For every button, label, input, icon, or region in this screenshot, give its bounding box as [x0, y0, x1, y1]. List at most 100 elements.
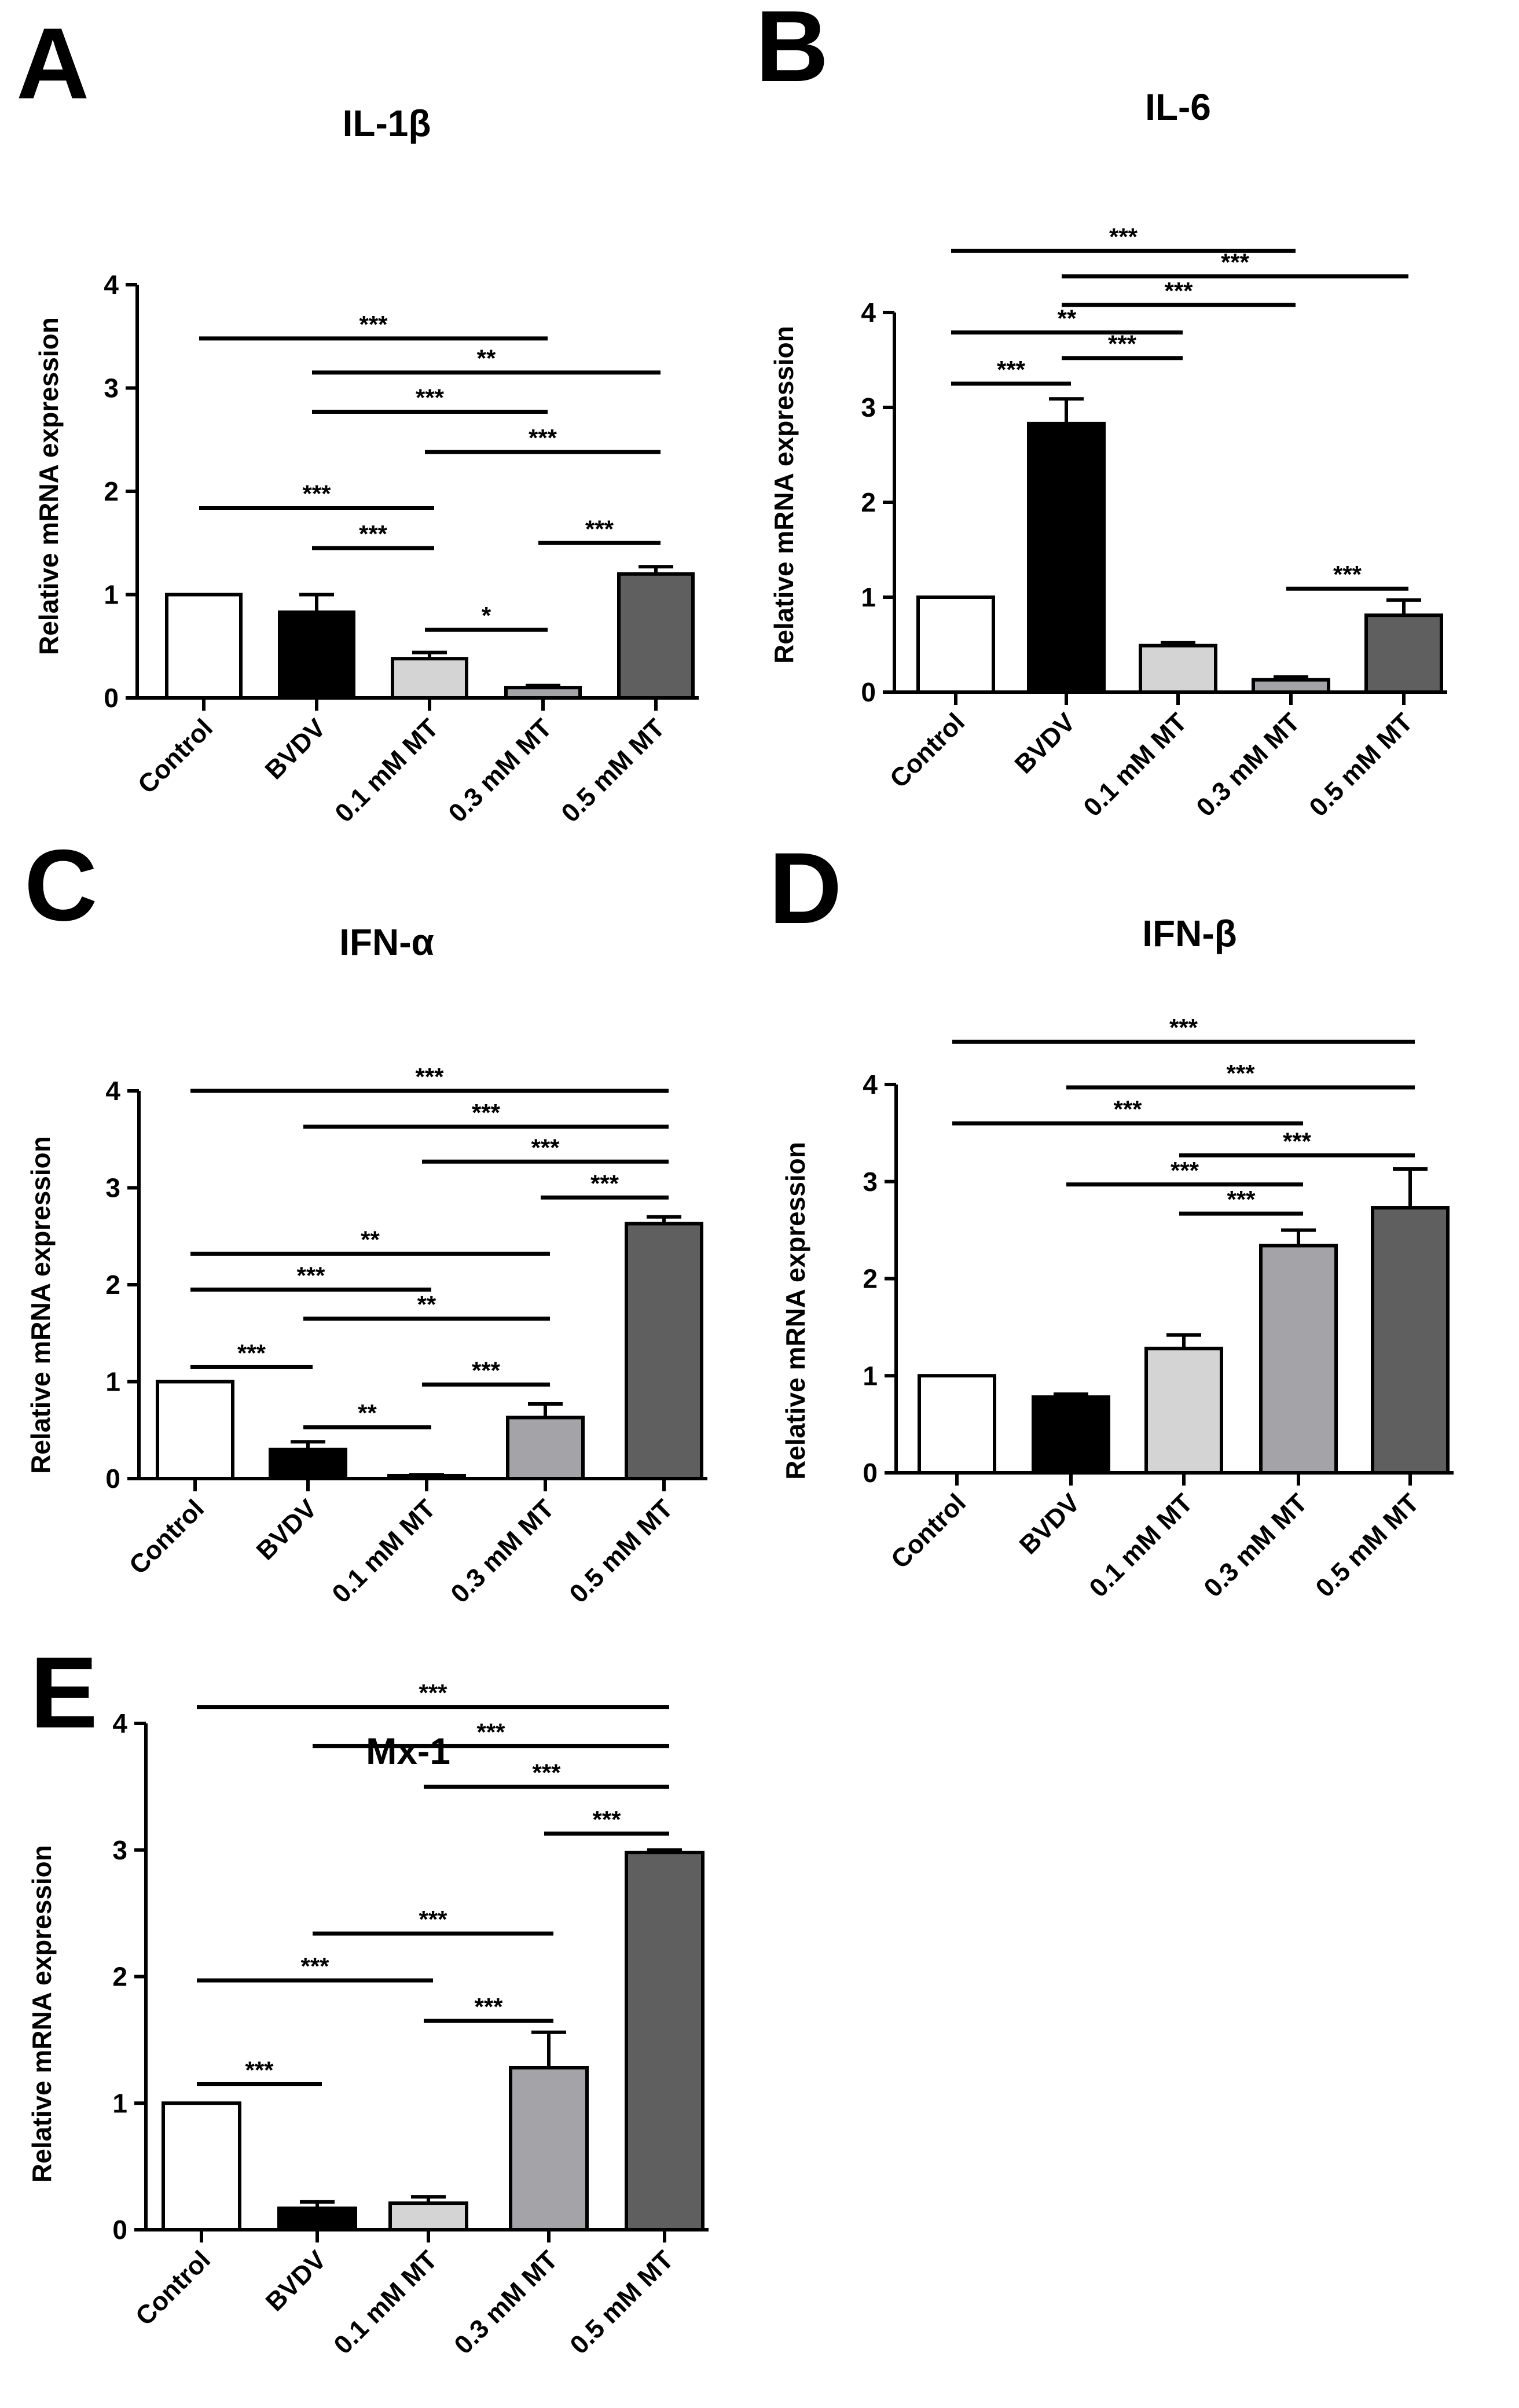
bar	[504, 686, 582, 700]
y-axis-label: Relative mRNA expression	[780, 1142, 810, 1480]
significance-label: ***	[1227, 1186, 1256, 1213]
significance-label: ***	[476, 1718, 505, 1745]
y-axis-label: Relative mRNA expression	[27, 1845, 57, 2183]
chart-title: IL-1β	[343, 102, 431, 144]
bar	[278, 610, 355, 700]
bar	[165, 593, 243, 700]
significance-label: ***	[300, 1953, 329, 1980]
y-tick-label: 1	[861, 582, 876, 612]
y-tick-label: 3	[104, 373, 119, 403]
significance-label: ***	[472, 1099, 501, 1126]
significance-label: ***	[1333, 561, 1362, 588]
bar	[625, 1222, 703, 1481]
chart-title: IFN-α	[339, 921, 434, 963]
bar	[162, 2101, 241, 2231]
significance-label: ***	[359, 311, 388, 338]
significance-label: **	[477, 345, 496, 372]
significance-label: ***	[529, 424, 557, 451]
chart-title: Mx-1	[366, 1730, 450, 1772]
significance-label: **	[1058, 304, 1077, 332]
y-tick-label: 1	[112, 2088, 127, 2118]
bar	[1259, 1244, 1338, 1475]
bar	[1371, 1206, 1450, 1475]
significance-label: ***	[997, 356, 1026, 383]
bar	[1032, 1395, 1110, 1475]
bar	[625, 1851, 705, 2231]
significance-label: ***	[302, 480, 331, 508]
y-tick-label: 4	[112, 1708, 127, 1738]
panel-letter: E	[30, 1637, 98, 1749]
y-tick-label: 1	[104, 580, 119, 610]
significance-label: ***	[474, 1993, 503, 2020]
significance-label: *	[482, 602, 491, 629]
bar	[916, 595, 995, 694]
bar	[918, 1374, 996, 1475]
bar	[1144, 1347, 1223, 1475]
significance-label: ***	[1226, 1060, 1255, 1087]
significance-label: ***	[531, 1134, 560, 1161]
y-tick-label: 0	[861, 677, 876, 707]
bar	[388, 2201, 468, 2231]
significance-label: ***	[296, 1262, 325, 1289]
significance-label: ***	[1283, 1127, 1312, 1155]
panel-letter: B	[755, 0, 828, 103]
y-tick-label: 3	[863, 1167, 878, 1197]
significance-label: ***	[1113, 1095, 1142, 1123]
significance-label: ***	[585, 515, 614, 542]
significance-label: ***	[472, 1357, 501, 1384]
y-tick-label: 1	[105, 1367, 120, 1397]
significance-label: ***	[592, 1806, 621, 1833]
y-tick-label: 1	[863, 1361, 878, 1391]
y-tick-label: 0	[863, 1458, 878, 1488]
y-tick-label: 2	[104, 476, 119, 506]
bar	[1027, 421, 1106, 694]
significance-label: ***	[1169, 1014, 1198, 1041]
bar	[509, 2066, 589, 2231]
significance-label: ***	[532, 1759, 561, 1786]
bar	[506, 1416, 585, 1481]
significance-label: **	[361, 1226, 380, 1253]
bar	[269, 1447, 347, 1480]
significance-label: ***	[1171, 1157, 1199, 1184]
bar	[1139, 644, 1217, 694]
y-tick-label: 0	[105, 1464, 120, 1494]
bar	[156, 1380, 234, 1480]
significance-label: ***	[237, 1339, 266, 1366]
y-axis-label: Relative mRNA expression	[769, 326, 799, 664]
y-tick-label: 3	[105, 1173, 120, 1203]
y-tick-label: 3	[861, 392, 876, 422]
significance-label: **	[358, 1399, 377, 1427]
bar	[617, 572, 695, 700]
y-tick-label: 4	[861, 297, 876, 328]
y-tick-label: 3	[112, 1835, 127, 1865]
significance-label: ***	[419, 1679, 447, 1707]
significance-label: ***	[359, 520, 388, 547]
y-tick-label: 4	[863, 1069, 878, 1100]
bar	[277, 2206, 357, 2231]
y-tick-label: 4	[105, 1076, 120, 1106]
significance-label: ***	[245, 2056, 274, 2083]
significance-label: ***	[416, 384, 445, 411]
panel-letter: C	[24, 829, 97, 942]
significance-label: ***	[415, 1063, 444, 1090]
significance-label: ***	[590, 1170, 619, 1197]
y-tick-label: 2	[105, 1270, 120, 1300]
significance-label: ***	[1108, 330, 1137, 358]
chart-title: IFN-β	[1142, 913, 1237, 954]
bar	[1364, 613, 1443, 694]
significance-label: ***	[1164, 277, 1193, 304]
y-tick-label: 0	[112, 2215, 127, 2245]
bar	[1252, 678, 1330, 694]
significance-label: **	[417, 1291, 436, 1318]
chart-title: IL-6	[1145, 86, 1211, 128]
y-axis-label: Relative mRNA expression	[25, 1136, 56, 1474]
y-tick-label: 4	[104, 270, 119, 300]
y-tick-label: 2	[861, 487, 876, 517]
y-axis-label: Relative mRNA expression	[34, 317, 64, 655]
y-tick-label: 2	[112, 1962, 127, 1992]
significance-label: ***	[1221, 249, 1250, 276]
panel-letter: D	[769, 832, 842, 945]
panel-letter: A	[16, 8, 89, 120]
